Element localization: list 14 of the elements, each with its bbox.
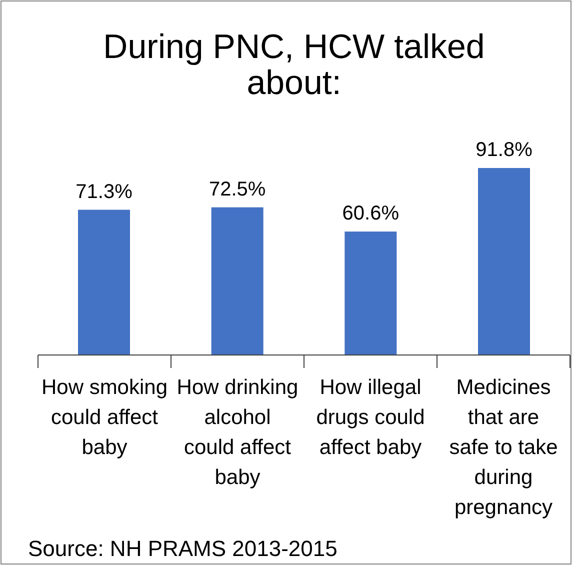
data-label: 72.5%: [208, 178, 266, 200]
x-tick-label: How smoking could affect baby: [41, 376, 168, 459]
chart-title: During PNC, HCW talked about:: [103, 28, 485, 102]
source-note: Source: NH PRAMS 2013-2015: [28, 536, 338, 561]
x-tick-label: How illegal drugs could affect baby: [316, 376, 425, 459]
data-label: 91.8%: [476, 139, 533, 161]
x-tick-label: Medicines that are safe to take during pregnancy: [449, 376, 558, 519]
x-tick-label: How drinking alcohol could affect baby: [176, 376, 298, 489]
data-label: 71.3%: [76, 180, 133, 203]
bar: [344, 232, 397, 355]
bar: [211, 207, 264, 355]
data-label: 60.6%: [342, 202, 400, 225]
bar: [78, 210, 130, 355]
bar: [478, 168, 530, 355]
